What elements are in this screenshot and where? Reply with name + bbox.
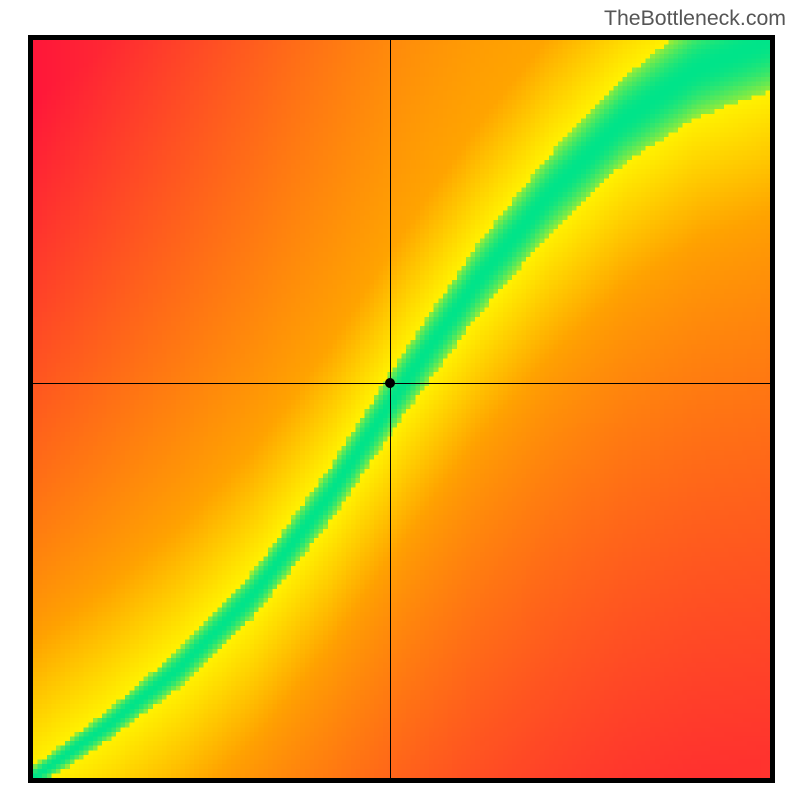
crosshair-vertical-line <box>390 40 391 778</box>
watermark-text: TheBottleneck.com <box>604 6 786 31</box>
crosshair-horizontal-line <box>33 383 770 384</box>
plot-border <box>28 35 775 783</box>
